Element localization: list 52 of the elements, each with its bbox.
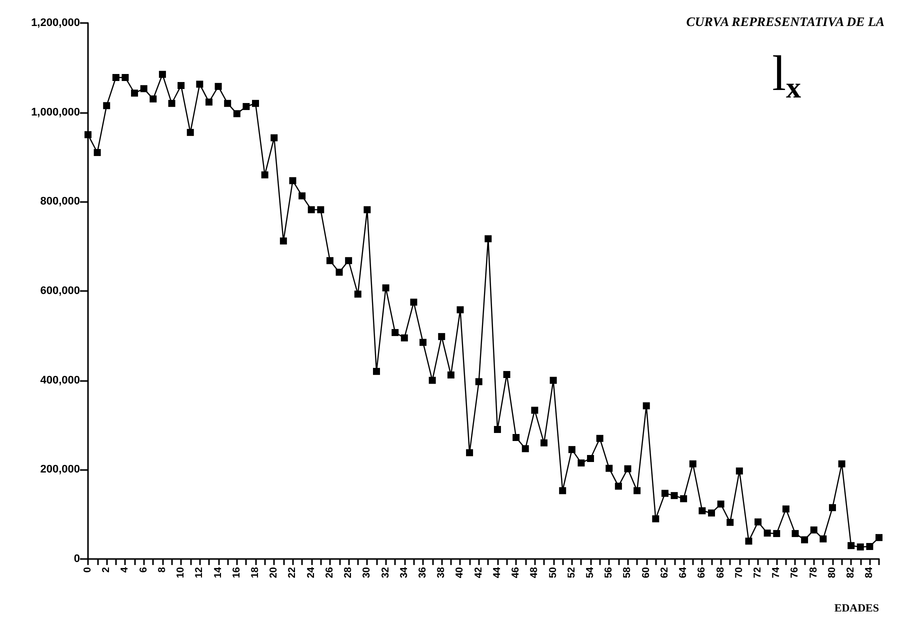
x-tick-label: 54 — [585, 566, 596, 578]
x-tick-label: 42 — [473, 566, 484, 578]
y-tick-label: 800,000 — [40, 196, 80, 208]
x-tick-label: 16 — [231, 566, 242, 578]
x-tick-label: 64 — [678, 566, 690, 578]
x-tick-label: 8 — [156, 566, 168, 573]
x-axis-title: EDADES — [834, 602, 879, 614]
x-tick-label: 58 — [622, 566, 634, 578]
x-tick-label: 82 — [846, 566, 857, 578]
x-tick-label: 84 — [864, 566, 876, 578]
x-tick-label: 0 — [82, 566, 94, 573]
x-tick-label: 68 — [715, 566, 726, 578]
x-tick-label: 26 — [324, 566, 336, 578]
x-tick-label: 50 — [548, 566, 559, 578]
x-tick-label: 66 — [696, 566, 708, 578]
x-tick-label: 62 — [659, 566, 670, 578]
x-tick-label: 78 — [808, 566, 820, 578]
x-tick-label: 48 — [529, 566, 540, 578]
x-tick-label: 38 — [436, 566, 448, 578]
x-tick-label: 56 — [604, 566, 615, 578]
x-tick-label: 34 — [398, 566, 410, 578]
x-tick-label: 32 — [380, 566, 392, 578]
x-tick-label: 20 — [268, 566, 280, 578]
x-tick-label: 74 — [771, 566, 782, 578]
y-tick-label: 600,000 — [40, 285, 80, 297]
x-tick-label: 2 — [101, 566, 112, 573]
y-tick-label: 200,000 — [40, 464, 80, 476]
chart-title: CURVA REPRESENTATIVA DE LA — [686, 14, 885, 29]
x-tick-label: 46 — [510, 566, 522, 578]
x-tick-label: 10 — [176, 566, 187, 578]
x-tick-label: 12 — [194, 566, 206, 578]
x-tick-label: 24 — [306, 566, 317, 578]
y-tick-label: 1,200,000 — [31, 17, 80, 29]
x-tick-label: 30 — [362, 566, 373, 578]
x-tick-label: 6 — [138, 566, 150, 573]
y-tick-label: 400,000 — [40, 374, 80, 386]
x-tick-label: 70 — [734, 566, 745, 578]
y-tick-label: 1,000,000 — [31, 106, 80, 118]
x-tick-label: 60 — [640, 566, 652, 578]
x-tick-label: 28 — [343, 566, 354, 578]
x-tick-label: 14 — [212, 566, 224, 578]
y-tick-label: 0 — [74, 553, 80, 565]
x-tick-label: 44 — [492, 566, 503, 578]
x-tick-label: 80 — [826, 566, 838, 578]
x-tick-label: 40 — [454, 566, 466, 578]
x-tick-label: 72 — [752, 566, 764, 578]
x-tick-label: 4 — [120, 566, 131, 573]
x-tick-label: 76 — [790, 566, 801, 578]
x-tick-label: 18 — [250, 566, 262, 578]
x-tick-label: 22 — [287, 566, 298, 578]
x-tick-label: 52 — [566, 566, 578, 578]
x-tick-label: 36 — [418, 566, 429, 578]
